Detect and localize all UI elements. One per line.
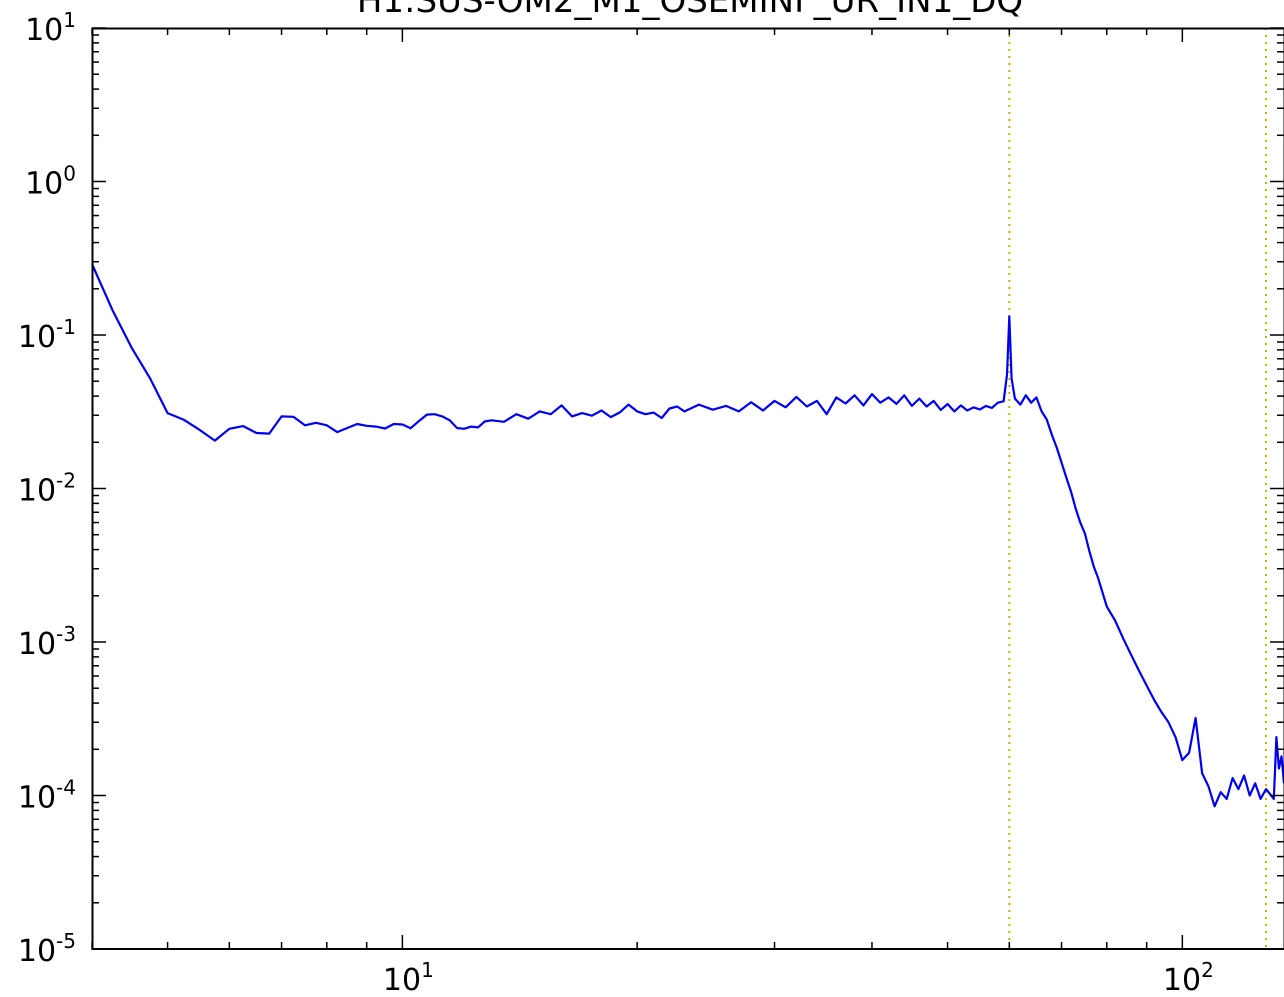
y-tick-label: 10-1 [18,315,76,355]
y-tick-label: 10-3 [18,622,76,662]
x-tick-label: 101 [383,958,434,997]
plot-frame [91,27,1284,950]
y-tick-label: 101 [25,8,76,48]
y-tick-label: 10-2 [18,469,76,509]
y-tick-label: 10-4 [18,776,76,816]
series-line-0 [92,263,1284,808]
y-tick-label: 10-5 [18,929,76,969]
y-tick-label: 100 [25,162,76,202]
x-tick-label: 102 [1163,958,1214,997]
chart-title: H1:SUS-OM2_M1_OSEMINF_UR_IN1_DQ [357,0,1023,21]
